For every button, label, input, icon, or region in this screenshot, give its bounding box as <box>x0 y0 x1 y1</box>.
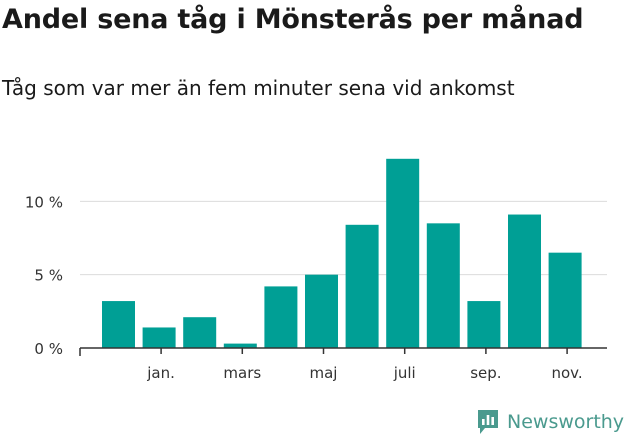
bar-mars <box>223 343 257 348</box>
bar-chart: 0 % 5 % 10 % jan. mars maj juli sep. nov. <box>25 158 607 382</box>
bar-dec <box>102 301 135 348</box>
x-tick-label: sep. <box>470 364 501 382</box>
newsworthy-logo: Newsworthy <box>476 408 624 436</box>
x-tick-label: mars <box>223 364 261 382</box>
x-tick-label: maj <box>310 364 338 382</box>
bar-maj <box>305 274 338 348</box>
bar-okt <box>508 214 541 348</box>
bar-sep <box>467 301 501 348</box>
bar-nov <box>548 252 582 348</box>
bar-juni <box>345 224 379 348</box>
y-tick-label: 0 % <box>34 340 63 358</box>
chart-subtitle: Tåg som var mer än fem minuter sena vid … <box>2 76 515 100</box>
bar-feb <box>183 317 217 348</box>
newsworthy-logo-icon <box>478 410 498 434</box>
bar-aug <box>426 223 460 348</box>
bar-apr <box>264 286 298 348</box>
newsworthy-logo-text: Newsworthy <box>507 411 625 433</box>
bar-jan <box>142 327 176 348</box>
y-tick-label: 10 % <box>25 193 63 211</box>
x-tick-label: jan. <box>146 364 175 382</box>
chart-title: Andel sena tåg i Mönsterås per månad <box>2 4 584 35</box>
bar-juli <box>386 158 420 348</box>
x-tick-label: juli <box>393 364 416 382</box>
x-tick-label: nov. <box>552 364 583 382</box>
y-tick-label: 5 % <box>34 267 63 285</box>
